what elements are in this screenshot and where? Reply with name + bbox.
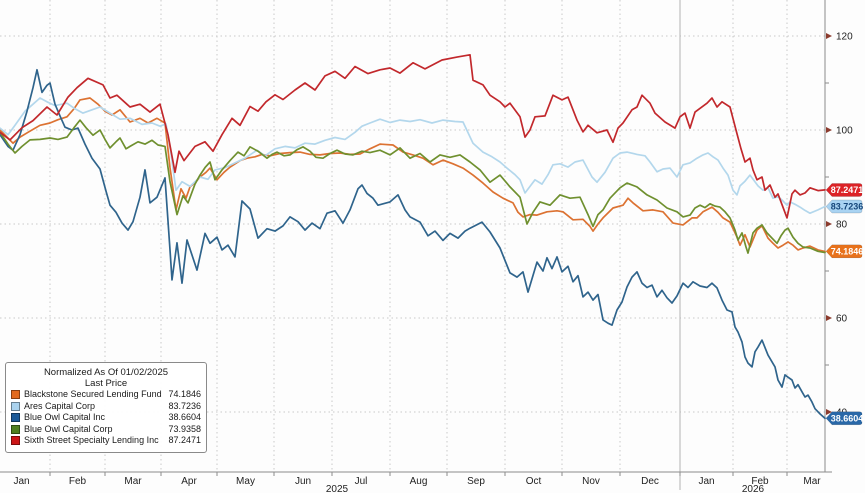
legend-series-name: Sixth Street Specialty Lending Inc xyxy=(24,435,159,445)
legend-series-last-price: 73.9358 xyxy=(168,423,201,434)
legend-title: Normalized As Of 01/02/2025 xyxy=(43,367,169,378)
price-pill-blackstone xyxy=(825,244,863,259)
legend-swatch-blueowl_inc xyxy=(11,413,20,423)
y-tick-label: 100 xyxy=(836,126,853,137)
price-pill-blueowl_inc xyxy=(825,411,863,426)
legend-series-name: Blue Owl Capital Corp xyxy=(24,423,113,434)
legend-series-last-price: 74.1846 xyxy=(168,389,201,399)
x-tick-label: Jan xyxy=(13,476,29,487)
x-tick-label: Jan xyxy=(698,476,714,487)
series-line-sixthstreet xyxy=(0,53,826,219)
price-pill-sixthstreet xyxy=(825,183,863,197)
x-tick-label: Feb xyxy=(69,476,87,487)
x-tick-label: Nov xyxy=(582,476,600,487)
series-line-blackstone xyxy=(0,97,826,253)
x-tick-label: Jun xyxy=(295,476,311,487)
price-pill-text-ares: 83.7236 xyxy=(831,202,864,212)
x-year-label: 2026 xyxy=(742,484,765,493)
series-line-ares xyxy=(0,97,826,215)
legend-series-name: Blackstone Secured Lending Fund xyxy=(24,389,162,399)
x-tick-label: Oct xyxy=(526,476,542,487)
y-tick-label: 80 xyxy=(836,220,848,231)
legend-series-name: Blue Owl Capital Inc xyxy=(24,412,106,422)
legend-row-blueowl_inc: Blue Owl Capital Inc 38.6604 xyxy=(11,412,201,424)
series-line-blueowl_corp xyxy=(0,119,826,254)
legend-swatch-sixthstreet xyxy=(11,436,20,446)
price-pill-text-blackstone: 74.1846 xyxy=(831,247,864,257)
y-tick-arrow xyxy=(826,315,832,321)
x-tick-label: May xyxy=(236,476,255,487)
x-year-label: 2025 xyxy=(326,484,349,493)
x-tick-label: Dec xyxy=(641,476,659,487)
legend-series-last-price: 38.6604 xyxy=(168,412,201,422)
legend-swatch-blackstone xyxy=(11,390,20,400)
legend-subtitle: Last Price xyxy=(84,378,128,389)
legend-row-ares: Ares Capital Corp 83.7236 xyxy=(11,401,201,413)
price-pill-ares xyxy=(825,199,863,214)
price-pill-text-blueowl_inc: 38.6604 xyxy=(831,413,864,423)
legend-series-last-price: 87.2471 xyxy=(168,435,201,445)
x-tick-label: Feb xyxy=(751,476,769,487)
x-tick-label: Jul xyxy=(355,476,368,487)
y-tick-arrow xyxy=(826,127,832,133)
y-tick-label: 60 xyxy=(836,314,848,325)
legend-row-blueowl_corp: Blue Owl Capital Corp 73.9358 xyxy=(11,424,201,436)
y-tick-label: 120 xyxy=(836,32,853,43)
x-tick-label: Mar xyxy=(124,476,142,487)
legend-series-name: Ares Capital Corp xyxy=(24,400,96,411)
legend-series-last-price: 83.7236 xyxy=(168,400,201,411)
x-tick-label: Mar xyxy=(803,476,821,487)
x-tick-label: Apr xyxy=(181,476,197,487)
y-tick-arrow xyxy=(826,409,832,415)
price-pill-text-sixthstreet: 87.2471 xyxy=(831,185,864,195)
series-line-blueowl_inc xyxy=(0,68,826,420)
legend-swatch-ares xyxy=(11,401,20,411)
y-tick-arrow xyxy=(826,33,832,39)
x-tick-label: Aug xyxy=(410,476,428,487)
legend-swatch-blueowl_corp xyxy=(11,424,20,434)
legend-row-sixthstreet: Sixth Street Specialty Lending Inc 87.247… xyxy=(11,435,201,447)
legend-row-blackstone: Blackstone Secured Lending Fund 74.1846 xyxy=(11,389,201,401)
legend-box: Normalized As Of 01/02/2025 Last Price B… xyxy=(5,362,207,453)
y-tick-arrow xyxy=(826,221,832,227)
x-tick-label: Sep xyxy=(467,476,485,487)
